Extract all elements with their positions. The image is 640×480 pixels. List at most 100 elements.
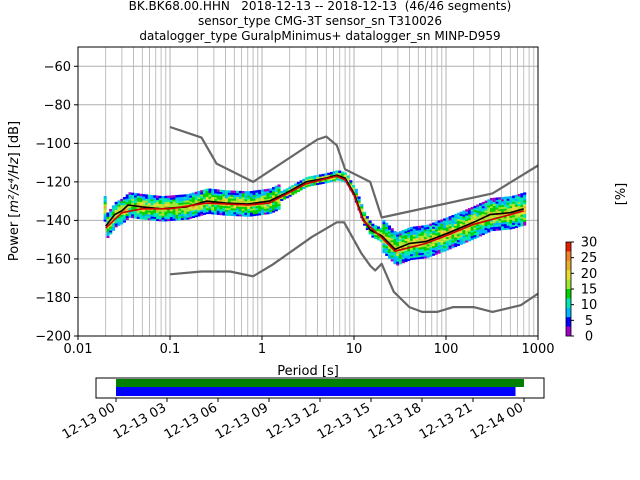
heatmap-cell [495, 207, 499, 210]
heatmap-cell [473, 205, 477, 209]
heatmap-cell [390, 228, 394, 231]
heatmap-cell [324, 175, 328, 178]
timeline-tick-label: 12-13 15 [315, 400, 373, 442]
heatmap-cell [423, 234, 427, 238]
heatmap-cell [247, 212, 251, 215]
heatmap-cell [374, 225, 378, 228]
heatmap-cell [415, 253, 419, 256]
heatmap-cell [501, 208, 505, 211]
heatmap-cell [158, 215, 162, 218]
heatmap-cell [363, 213, 367, 217]
heatmap-cell [260, 210, 265, 214]
heatmap-cell [180, 209, 184, 213]
timeline-tick-label: 12-13 00 [60, 400, 118, 442]
heatmap-cell [407, 239, 411, 242]
heatmap-cell [387, 231, 391, 234]
heatmap-cell [467, 211, 472, 215]
heatmap-cell [244, 194, 248, 198]
heatmap-cell [432, 241, 436, 245]
heatmap-cell [398, 231, 403, 234]
heatmap-cell [382, 229, 386, 232]
heatmap-cell [120, 198, 124, 202]
heatmap-cell [437, 220, 441, 223]
heatmap-cell [191, 207, 196, 211]
heatmap-cell [401, 243, 405, 246]
heatmap-cell [443, 220, 447, 223]
heatmap-cell [365, 219, 369, 223]
heatmap-cell [503, 204, 507, 207]
heatmap-cell [423, 229, 427, 232]
colorbar-tick-label: 30 [581, 236, 598, 251]
heatmap-cell [423, 254, 427, 257]
heatmap-cell [509, 198, 513, 201]
heatmap-cell [321, 181, 325, 184]
heatmap-cell [211, 196, 215, 199]
heatmap-cell [167, 211, 171, 214]
heatmap-cell [111, 224, 115, 228]
heatmap-cell [467, 233, 472, 236]
heatmap-cell [412, 243, 416, 247]
heatmap-cell [103, 211, 107, 214]
heatmap-cell [437, 228, 441, 231]
heatmap-cell [421, 237, 425, 240]
heatmap-cell [470, 235, 474, 239]
heatmap-cell [222, 197, 226, 201]
heatmap-cell [236, 196, 240, 199]
heatmap-cell [387, 252, 391, 255]
heatmap-cell [440, 242, 444, 245]
heatmap-cell [219, 197, 223, 200]
heatmap-cell [363, 223, 367, 226]
heatmap-cell [363, 211, 367, 215]
heatmap-cell [451, 240, 455, 243]
heatmap-cell [114, 207, 118, 211]
heatmap-cell [517, 205, 521, 208]
heatmap-cell [197, 206, 201, 209]
heatmap-cell [398, 260, 403, 263]
heatmap-cell [272, 210, 276, 213]
heatmap-cell [111, 228, 115, 231]
heatmap-cell [357, 200, 361, 203]
heatmap-cell [269, 194, 273, 197]
heatmap-cell [120, 218, 124, 221]
heatmap-cell [443, 237, 447, 241]
heatmap-cell [512, 203, 516, 206]
heatmap-cell [415, 249, 419, 252]
heatmap-cell [407, 229, 411, 233]
heatmap-cell [503, 217, 507, 221]
heatmap-cell [178, 198, 182, 202]
heatmap-cell [117, 219, 121, 223]
heatmap-cell [429, 248, 433, 252]
heatmap-cell [227, 200, 231, 203]
heatmap-cell [142, 196, 146, 199]
heatmap-cell [432, 234, 436, 237]
heatmap-cell [418, 248, 422, 252]
heatmap-cell [467, 213, 472, 217]
heatmap-cell [520, 197, 524, 200]
heatmap-cell [396, 255, 400, 258]
heatmap-cell [230, 200, 234, 203]
heatmap-cell [197, 212, 201, 215]
heatmap-cell [520, 220, 524, 223]
heatmap-cell [191, 209, 196, 213]
heatmap-cell [125, 215, 129, 219]
heatmap-cell [495, 197, 499, 200]
heatmap-cell [214, 196, 218, 200]
heatmap-cell [382, 243, 386, 246]
heatmap-cell [456, 235, 460, 239]
heatmap-cell [498, 208, 502, 212]
heatmap-cell [421, 225, 425, 228]
heatmap-cell [283, 197, 287, 200]
heatmap-cell [167, 216, 171, 220]
heatmap-cell [437, 243, 441, 246]
heatmap-cell [189, 210, 193, 214]
heatmap-cell [258, 211, 262, 214]
heatmap-cell [109, 216, 113, 220]
heatmap-cell [156, 218, 160, 222]
heatmap-cell [128, 201, 132, 205]
heatmap-cell [178, 214, 182, 217]
heatmap-cell [200, 197, 204, 201]
heatmap-cell [255, 197, 259, 201]
heatmap-cell [241, 210, 245, 213]
heatmap-cell [109, 214, 113, 218]
heatmap-cell [114, 209, 118, 212]
